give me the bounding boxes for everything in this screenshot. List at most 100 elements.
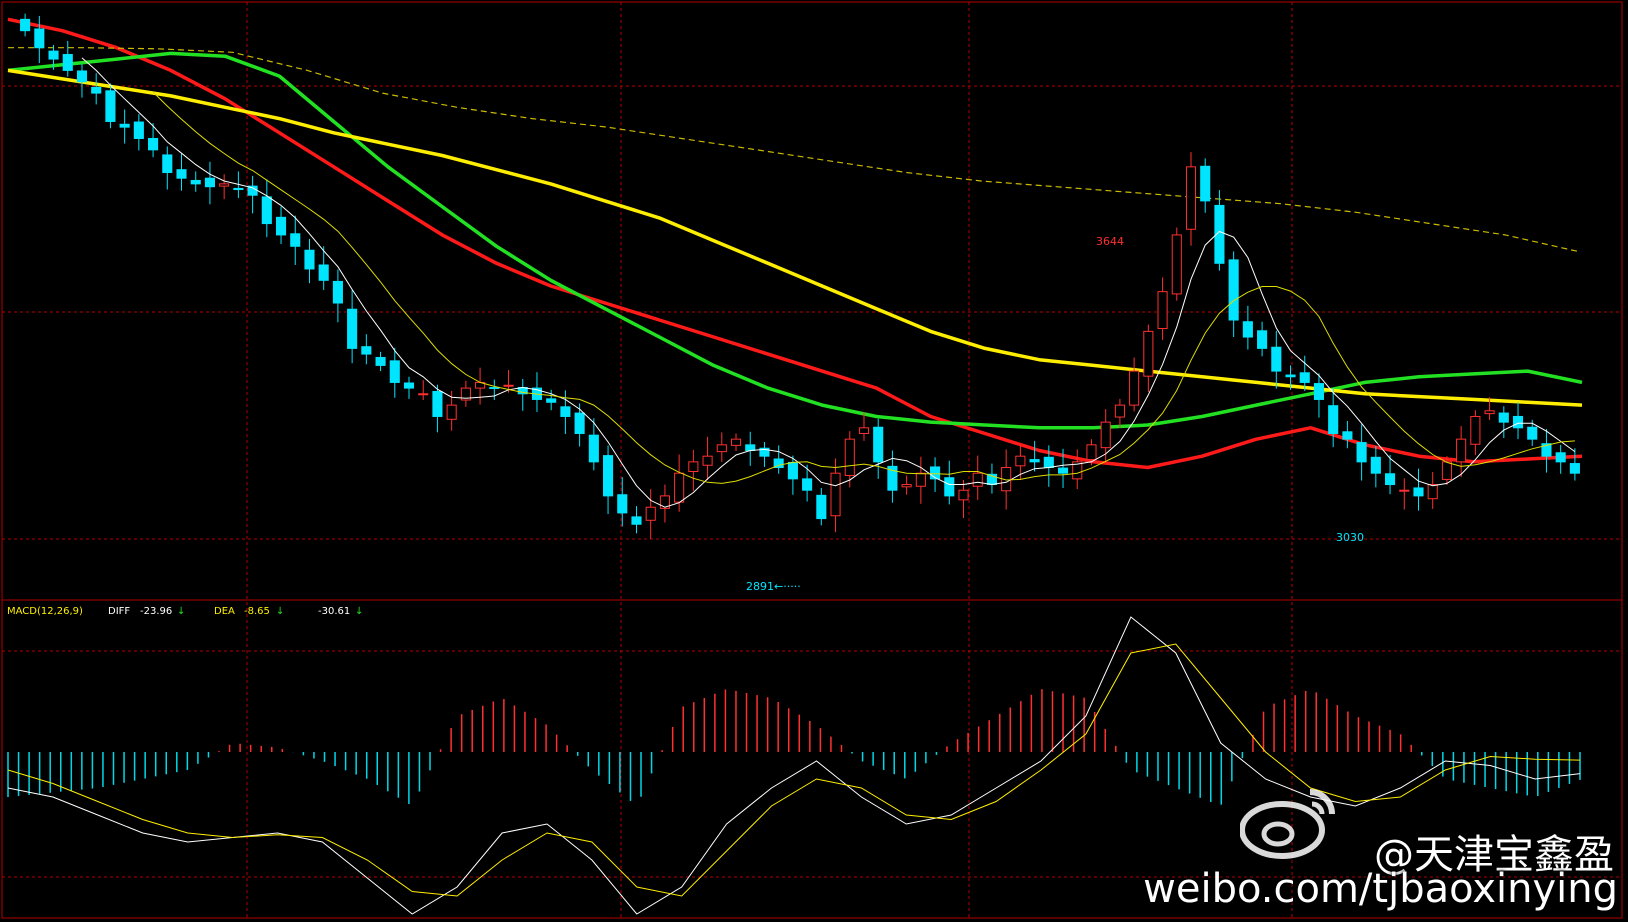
candle-body <box>1569 463 1580 474</box>
candle-body <box>1228 259 1239 321</box>
candle-body <box>1100 421 1111 449</box>
candle-body <box>1484 410 1495 415</box>
candlesticks <box>20 13 1580 539</box>
candle-body <box>162 154 173 174</box>
candle-body <box>389 360 400 383</box>
candle-body <box>631 516 642 525</box>
candle-body <box>1143 330 1154 377</box>
candle-body <box>659 495 670 509</box>
candle-body <box>1242 321 1253 338</box>
candle-body <box>503 384 514 387</box>
ma-line-ma_red <box>7 17 1583 470</box>
candle-body <box>1385 473 1396 486</box>
candle-body <box>858 427 870 434</box>
candle-body <box>62 54 73 71</box>
candle-body <box>617 494 628 514</box>
candle-body <box>347 308 358 349</box>
ma-short-5 <box>81 57 1576 508</box>
candle-body <box>915 472 926 487</box>
candle-body <box>745 444 756 452</box>
candle-body <box>645 506 656 521</box>
candle-body <box>105 90 116 122</box>
candle-body <box>1441 461 1452 480</box>
macd-diff-value: -23.96 <box>140 606 172 617</box>
candle-body <box>901 484 912 488</box>
candle-body <box>304 249 315 270</box>
weibo-icon <box>1240 789 1335 859</box>
candle-body <box>546 398 557 403</box>
candle-body <box>119 123 130 128</box>
candle-body <box>446 404 457 420</box>
watermark-url: weibo.com/tjbaoxinying <box>1143 866 1618 912</box>
ma-short-10 <box>152 91 1575 484</box>
candle-body <box>844 438 855 476</box>
candle-body <box>1029 459 1040 463</box>
candle-body <box>873 426 884 463</box>
macd-diff-line <box>7 616 1581 915</box>
candle-body <box>1015 455 1026 467</box>
candle-body <box>460 387 471 401</box>
candle-body <box>1413 487 1424 497</box>
candle-body <box>233 187 244 191</box>
candle-body <box>830 472 841 517</box>
candle-body <box>1057 467 1069 474</box>
low-price-label-1: 2891←····· <box>746 580 801 593</box>
candle-body <box>759 447 770 457</box>
candle-body <box>588 434 599 463</box>
candle-body <box>432 391 443 417</box>
macd-dea-value: -8.65 <box>244 606 270 617</box>
candle-body <box>1512 415 1524 429</box>
candle-body <box>176 169 187 179</box>
ma-line-ma_long_dash <box>8 47 1581 253</box>
candle-body <box>1114 404 1125 418</box>
candle-body <box>773 458 784 469</box>
candle-body <box>1171 234 1182 295</box>
candle-body <box>1356 442 1367 463</box>
macd-value: -30.61 <box>318 606 350 617</box>
candle-body <box>1285 374 1296 378</box>
candle-body <box>190 179 201 185</box>
candle-body <box>1328 405 1339 434</box>
candle-body <box>204 177 215 188</box>
high-price-label: 3644 <box>1096 235 1124 248</box>
candle-body <box>275 216 287 236</box>
candle-body <box>489 387 500 390</box>
macd-diff-arrow: ↓ <box>177 606 185 617</box>
candle-body <box>816 494 827 520</box>
candle-body <box>674 472 685 503</box>
watermark-name: @天津宝鑫盈 <box>1374 832 1614 878</box>
candle-body <box>1527 426 1538 440</box>
candle-body <box>702 455 713 466</box>
candle-body <box>219 183 230 187</box>
candle-body <box>403 382 415 389</box>
candle-body <box>76 70 88 83</box>
candle-body <box>1555 452 1566 463</box>
candle-body <box>1313 383 1325 400</box>
candle-body <box>148 137 159 151</box>
candle-body <box>1072 461 1083 480</box>
candle-body <box>730 438 742 446</box>
candle-body <box>958 489 969 501</box>
candle-body <box>787 461 798 480</box>
candle-body <box>290 233 301 247</box>
candle-body <box>887 465 898 491</box>
candle-body <box>1456 438 1467 463</box>
candle-body <box>332 280 343 304</box>
candle-body <box>944 477 955 497</box>
candle-body <box>1427 484 1438 500</box>
macd-diff-label: DIFF <box>108 606 130 617</box>
candle-body <box>1470 415 1481 445</box>
candle-body <box>318 264 329 281</box>
macd-dea-label: DEA <box>214 606 235 617</box>
candle-body <box>133 121 144 139</box>
candle-body <box>716 444 727 453</box>
candle-body <box>375 356 386 366</box>
candle-body <box>972 472 983 487</box>
candle-body <box>1299 372 1310 383</box>
candle-body <box>1271 346 1282 372</box>
candle-body <box>1129 370 1140 406</box>
candle-body <box>361 346 372 355</box>
candle-body <box>1157 291 1168 330</box>
